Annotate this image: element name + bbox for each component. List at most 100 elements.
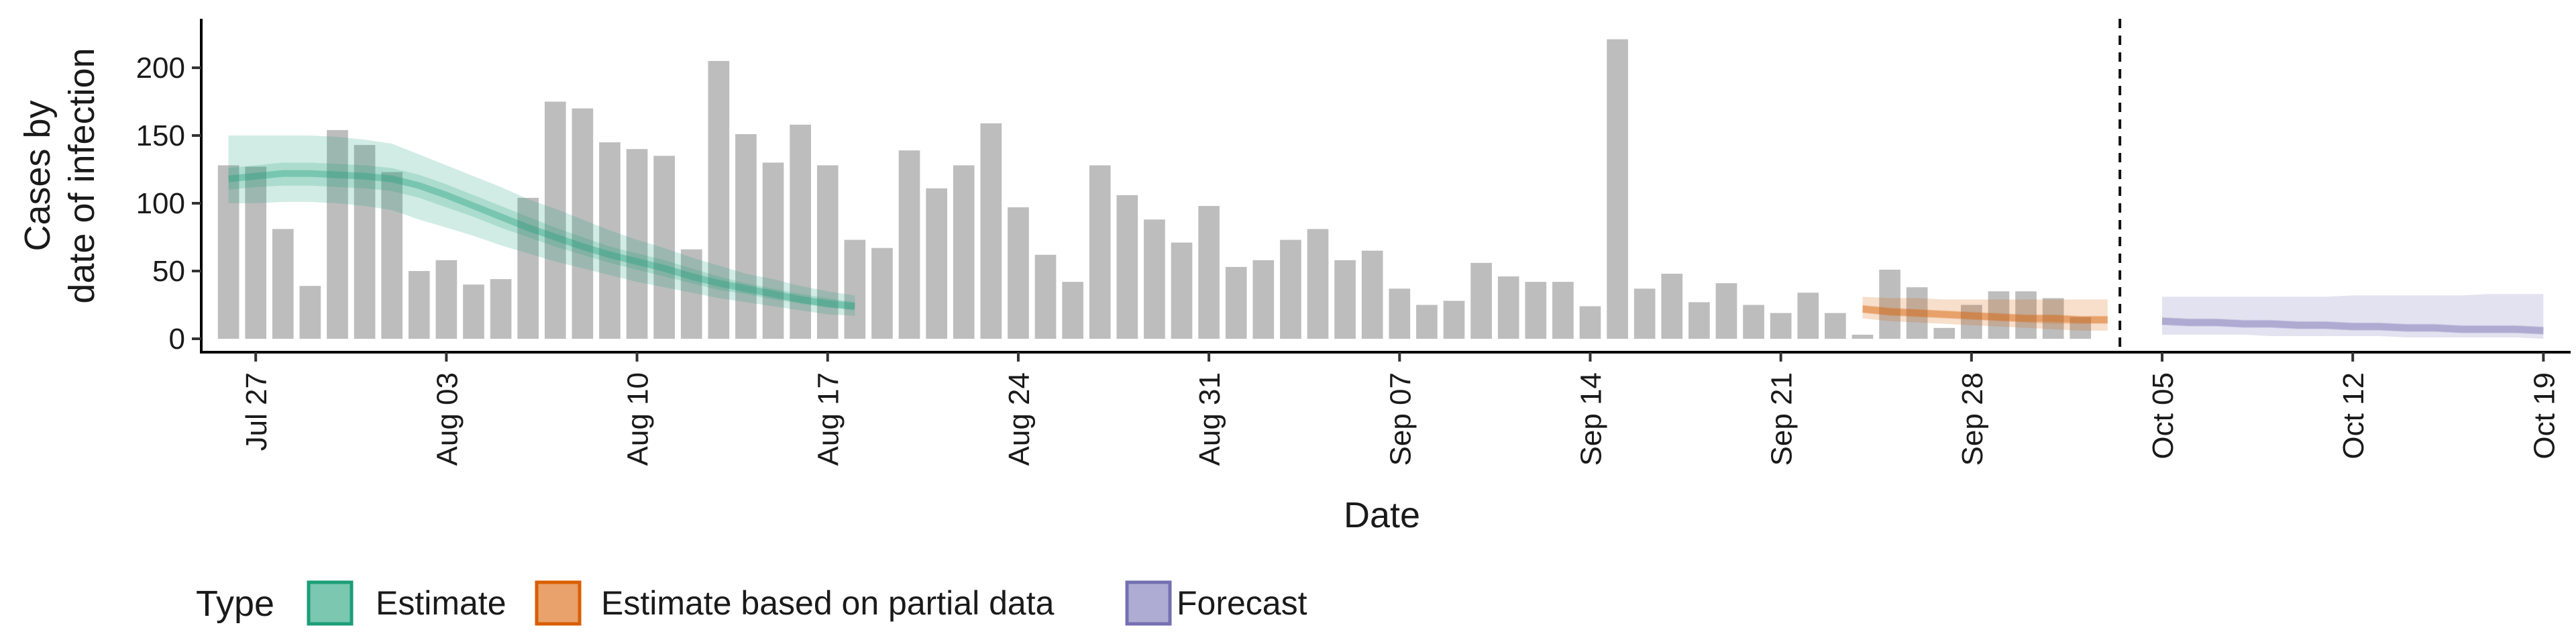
- bar: [1961, 305, 1982, 339]
- bar: [1171, 242, 1193, 339]
- bar: [517, 197, 539, 339]
- bar: [980, 123, 1002, 339]
- bar: [327, 129, 348, 339]
- bar: [653, 156, 675, 339]
- ribbon-inner-2: [2162, 317, 2544, 335]
- bar: [1906, 287, 1928, 339]
- bar: [381, 172, 403, 339]
- ribbon-outer-2: [2162, 294, 2544, 339]
- bar: [1770, 313, 1792, 339]
- bar: [272, 229, 294, 339]
- legend-key-0: [307, 580, 354, 626]
- y-axis-title: Cases by date of infection: [17, 48, 102, 303]
- ribbon-inner-0: [228, 162, 855, 311]
- bar: [2042, 298, 2064, 339]
- bar: [735, 133, 757, 339]
- bar: [626, 149, 648, 339]
- bar: [1607, 39, 1628, 339]
- bar: [1661, 274, 1683, 339]
- bar: [1879, 269, 1900, 339]
- bar: [926, 188, 947, 339]
- bar: [1552, 282, 1574, 339]
- y-tick-label: 100: [136, 187, 185, 220]
- bar: [1416, 305, 1438, 339]
- bar: [1743, 305, 1764, 339]
- legend-label: Forecast: [1177, 584, 1307, 622]
- ribbons-layer: [228, 136, 2544, 339]
- legend-title: Type: [196, 584, 274, 624]
- bar: [1443, 301, 1465, 339]
- x-tick-label: Oct 12: [2337, 372, 2370, 460]
- x-tick-label: Oct 19: [2528, 372, 2561, 460]
- ribbon-inner-1: [1862, 305, 2108, 324]
- x-tick-label: Aug 10: [622, 372, 655, 466]
- bar: [1034, 254, 1057, 339]
- bar: [572, 108, 594, 339]
- bar: [1361, 250, 1383, 339]
- x-tick-label: Sep 28: [1956, 372, 1989, 466]
- bar: [953, 165, 975, 339]
- ribbon-outer-0: [228, 136, 855, 316]
- bar: [217, 165, 239, 339]
- bar: [299, 286, 321, 339]
- bars-layer: [217, 39, 2092, 339]
- bar: [1688, 302, 1710, 339]
- bar: [1334, 260, 1356, 339]
- x-tick-label: Aug 03: [431, 372, 464, 466]
- x-tick-label: Sep 21: [1766, 372, 1799, 466]
- bar: [1633, 288, 1656, 339]
- bar: [871, 248, 893, 339]
- bar: [708, 60, 730, 339]
- legend-key-1: [535, 580, 582, 626]
- legend: Type Estimate Estimate based on partial d…: [196, 580, 1307, 626]
- legend-label: Estimate based on partial data: [601, 584, 1055, 622]
- x-tick-label: Sep 07: [1384, 372, 1417, 466]
- x-axis-title: Date: [1344, 495, 1420, 535]
- bar: [1825, 313, 1846, 339]
- y-axis-title-line-1: Cases by: [17, 100, 58, 251]
- bar: [1988, 291, 2010, 339]
- y-tick-label: 200: [136, 52, 185, 85]
- bar: [1225, 266, 1247, 339]
- y-tick-label: 150: [136, 119, 185, 152]
- bar: [408, 271, 430, 339]
- bar: [435, 260, 458, 339]
- ribbon-outer-1: [1862, 297, 2108, 331]
- x-tick-label: Oct 05: [2147, 372, 2180, 460]
- bar: [1579, 306, 1601, 339]
- bar: [790, 124, 811, 339]
- bar: [1933, 327, 1955, 339]
- bar: [1062, 282, 1083, 339]
- y-axis-title-line-2: date of infection: [62, 48, 102, 303]
- bar: [1089, 165, 1111, 339]
- bar: [1144, 219, 1165, 339]
- y-tick-label: 50: [152, 255, 185, 288]
- bar: [680, 249, 702, 339]
- bar: [2070, 317, 2092, 339]
- bar: [1470, 262, 1492, 339]
- x-tick-label: Aug 31: [1193, 372, 1226, 466]
- bar: [1497, 276, 1519, 339]
- x-tick-label: Aug 17: [812, 372, 845, 466]
- bar: [1008, 207, 1029, 339]
- bar: [1198, 206, 1220, 339]
- median-line-2: [2161, 317, 2544, 334]
- bar: [245, 166, 267, 339]
- median-line-0: [228, 170, 855, 310]
- bar: [1280, 239, 1301, 339]
- legend-label: Estimate: [376, 584, 506, 622]
- bar: [1797, 292, 1819, 339]
- legend-key-2: [1125, 580, 1172, 626]
- bar: [1389, 288, 1411, 339]
- bar: [1851, 334, 1874, 339]
- bar: [762, 162, 784, 339]
- bar: [1307, 229, 1329, 339]
- bar: [898, 150, 920, 339]
- axes-layer: 0 50 100 150 200 Jul 27 Aug 03 Aug 10 Aug 17 Aug …: [136, 19, 2571, 466]
- bar: [544, 101, 566, 339]
- bar: [490, 279, 512, 339]
- x-tick-label: Jul 27: [240, 372, 273, 451]
- bar: [1525, 282, 1547, 339]
- median-line-1: [1862, 305, 2108, 323]
